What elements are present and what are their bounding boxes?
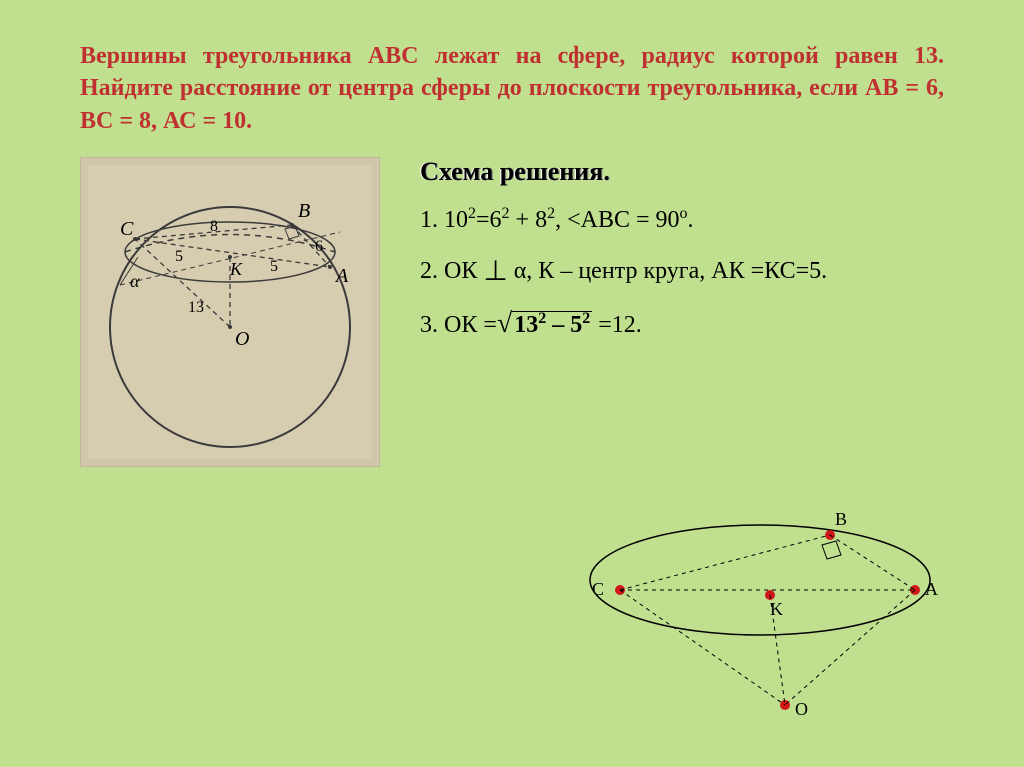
svg-text:α: α: [130, 271, 140, 291]
step-3: 3. ОК =√132 – 52 =12.: [420, 308, 944, 340]
svg-text:8: 8: [210, 218, 218, 235]
step-1: 1. 102=62 + 82, <АВС = 90о.: [420, 205, 944, 234]
svg-text:5: 5: [175, 248, 183, 265]
problem-title: Вершины треугольника АВС лежат на сфере,…: [80, 40, 944, 137]
svg-text:B: B: [298, 200, 310, 222]
svg-text:O: O: [795, 699, 808, 719]
svg-text:A: A: [925, 579, 938, 599]
svg-text:C: C: [120, 218, 134, 240]
svg-text:A: A: [334, 265, 349, 287]
svg-text:K: K: [229, 259, 243, 279]
svg-text:C: C: [592, 579, 604, 599]
svg-text:K: K: [770, 599, 783, 619]
step-2: 2. ОК ⊥ α, К – центр круга, АК =КС=5.: [420, 254, 944, 288]
ellipse-figure: B A C K O: [560, 490, 960, 735]
svg-text:13: 13: [188, 299, 204, 316]
sphere-figure: C B A K O α 8 5 5 6 13: [80, 157, 380, 472]
svg-text:O: O: [235, 328, 249, 350]
scheme-title: Схема решения.: [420, 157, 944, 187]
svg-text:6: 6: [315, 238, 323, 255]
svg-text:B: B: [835, 509, 847, 529]
svg-text:5: 5: [270, 258, 278, 275]
